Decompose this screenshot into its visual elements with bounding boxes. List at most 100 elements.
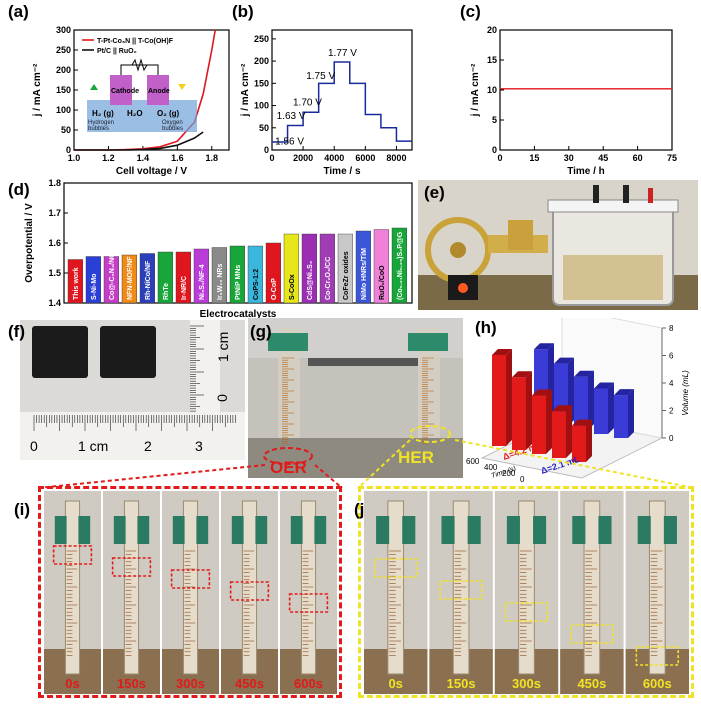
inset-h2o: H₂O	[127, 109, 143, 118]
y-tick-label: 200	[254, 56, 269, 66]
y-axis-label: j / mA cm⁻²	[470, 63, 481, 117]
panel-f-label: (f)	[8, 322, 25, 341]
y-tick-label: 100	[254, 101, 269, 111]
x-tick-label: 4000	[324, 153, 344, 163]
bar-label: PtNiP MNs	[235, 265, 242, 300]
clamp-left	[441, 516, 455, 544]
vertical-ruler	[190, 320, 220, 420]
inset-hydrogen: Hydrogen	[88, 120, 114, 126]
bar-label: S-CoOx	[289, 274, 296, 300]
time-label: 150s	[447, 676, 476, 691]
z-axis-label: Volume (mL)	[681, 370, 690, 416]
bar	[175, 251, 191, 304]
inset-oxygen: Oxygen	[162, 120, 183, 126]
chart-a: 1.0 1.2 1.4 1.6 1.8 0 50 100 150 200 250 300 Cell vo…	[32, 25, 230, 177]
electrode-ruler-photo	[20, 320, 245, 460]
bar-red-top	[492, 349, 512, 355]
bar	[85, 256, 101, 304]
tube-photo: 450s	[560, 491, 624, 694]
chart-c: 0 15 30 45 60 75 0 5 10 15 20 Time / h j / mA cm⁻²	[470, 25, 677, 177]
clamp-left	[506, 516, 520, 544]
y-tick-label: 1.8	[48, 178, 61, 188]
inset-hydrogen-bubbles: bubbles	[88, 126, 109, 132]
bar	[391, 227, 407, 304]
panel-g-label: (g)	[250, 322, 272, 341]
tube-photo-strip: 0s 150s 300s 450s 600s	[364, 491, 689, 694]
bar-blue-top	[554, 357, 574, 364]
chart-b: 0 2000 4000 6000 8000 0 50 100 150 200 250 Time / s…	[240, 29, 413, 177]
tube	[64, 500, 81, 675]
bar-blue-top	[594, 382, 614, 389]
bar-label: CoPS-1:2	[253, 269, 260, 300]
panel-i-label: (i)	[14, 500, 31, 519]
time-label: 150s	[117, 676, 146, 691]
tube-photo: 600s	[280, 491, 337, 694]
y-tick-label: 0	[66, 145, 71, 155]
y-tick-label: 50	[61, 125, 71, 135]
clamp-right	[196, 516, 209, 544]
bar-red-side	[526, 371, 532, 450]
bar-red	[552, 411, 566, 458]
meniscus-box	[439, 580, 483, 600]
bar-label: Ir₂W₁₀ NRs	[217, 264, 224, 300]
inset-electrolyte	[87, 100, 197, 132]
meniscus-box	[570, 624, 614, 644]
plot-frame	[271, 29, 413, 151]
x-tick-label: 2000	[293, 153, 313, 163]
bar-blue-side	[588, 370, 594, 430]
voltage-annotation: 1.75 V	[306, 71, 335, 82]
meniscus-box	[170, 569, 211, 589]
clamp-right	[255, 516, 268, 544]
x-axis-label: Time / s	[323, 166, 360, 177]
x-tick-label: 400	[484, 463, 498, 472]
inset-oxygen-bubbles: bubbles	[162, 126, 183, 132]
tube	[241, 500, 258, 675]
clamp-right	[137, 516, 150, 544]
voltage-annotation: 1.56 V	[275, 137, 304, 148]
x-tick-label: 45	[598, 153, 608, 163]
series-line-0	[272, 61, 412, 143]
y-tick-label: 0	[492, 145, 497, 155]
clamp-left	[637, 516, 651, 544]
bar-red-top	[552, 405, 572, 412]
meniscus-box	[52, 545, 93, 565]
tube	[583, 500, 601, 675]
clamp-left	[290, 516, 303, 544]
clamp-left	[572, 516, 586, 544]
z-tick-label: 4	[669, 379, 674, 388]
tube-photo: 300s	[494, 491, 559, 694]
meniscus-box	[229, 581, 270, 601]
clamp-right	[598, 516, 612, 544]
bar	[229, 245, 245, 304]
y-tick-label: 250	[254, 34, 269, 44]
bar-label: Rh-NiCo/NF	[145, 260, 152, 300]
panel-j-photos: 0s 150s 300s 450s 600s	[363, 491, 690, 694]
photo-g: OER HER	[248, 318, 463, 478]
bar-blue-side	[608, 382, 614, 434]
clamp-right	[663, 516, 677, 544]
z-tick-label: 6	[669, 352, 674, 361]
z-tick-label: 2	[669, 407, 674, 416]
x-tick-label: 6000	[355, 153, 375, 163]
inset-o2: O₂ (g)	[157, 109, 180, 118]
x-tick-label: 1.0	[68, 153, 81, 163]
tube	[300, 500, 317, 675]
bar-red-side	[586, 419, 592, 462]
bar-label: CdS@Ni₄S₃	[307, 261, 314, 300]
horizontal-ruler	[20, 412, 245, 460]
inset-anode-label: Anode	[148, 88, 170, 95]
tube-graduations	[282, 357, 434, 445]
inset-h2: H₂ (g)	[92, 109, 114, 118]
x-tick-label: 75	[667, 153, 677, 163]
her-label: HER	[398, 448, 434, 467]
x-tick-label: 600	[466, 457, 480, 466]
x-tick-label: 1.4	[137, 153, 150, 163]
electrolysis-cell-photo	[248, 318, 463, 478]
bar-label: CoFeZr oxides	[343, 251, 350, 300]
series-line-1	[74, 131, 204, 151]
inset-cathode-label: Cathode	[111, 88, 139, 95]
chart-d: 1.4 1.5 1.6 1.7 1.8 Overpotential / V Electroc…	[24, 178, 413, 320]
inset-arrow-down	[178, 84, 186, 90]
bar-blue-top	[574, 370, 594, 377]
